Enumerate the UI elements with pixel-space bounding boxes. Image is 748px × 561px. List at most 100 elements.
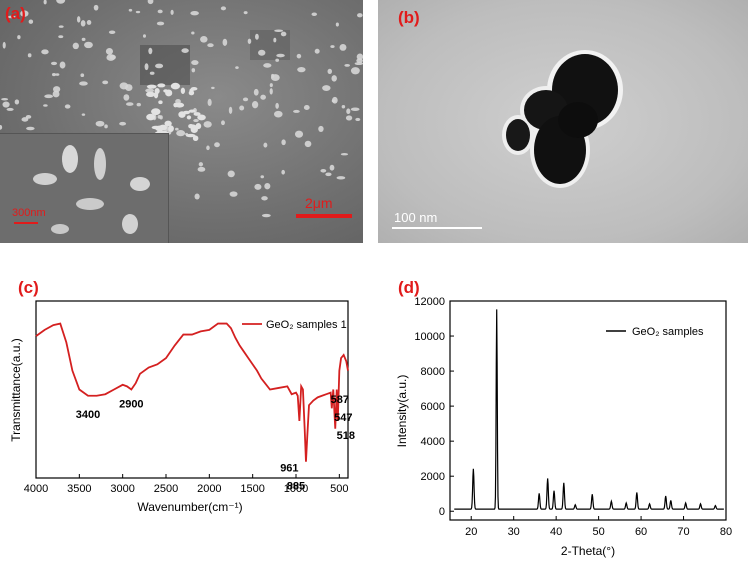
- sem-particle: [55, 73, 60, 76]
- sem-particle: [211, 86, 215, 90]
- sem-particle: [14, 99, 20, 105]
- sem-cluster-particle: [193, 112, 201, 116]
- sem-particle: [356, 53, 363, 61]
- sem-particle: [263, 63, 272, 68]
- xrd-x-tick-label: 80: [720, 526, 732, 538]
- sem-particle: [281, 169, 285, 175]
- sem-particle: [207, 98, 212, 107]
- sem-particle: [191, 68, 196, 73]
- sem-particle: [341, 105, 346, 109]
- sem-particle: [190, 10, 199, 16]
- sem-particle: [76, 16, 81, 23]
- ftir-peak-label: 587: [331, 394, 349, 406]
- sem-particle: [269, 83, 273, 88]
- sem-particle: [255, 33, 259, 40]
- xrd-y-tick-label: 2000: [421, 471, 445, 483]
- sem-particle: [144, 63, 149, 71]
- ftir-x-tick-label: 2000: [197, 483, 221, 495]
- sem-cluster-particle: [188, 90, 195, 96]
- sem-particle: [261, 196, 268, 201]
- sem-particle: [58, 35, 64, 39]
- xrd-y-tick-label: 4000: [421, 436, 445, 448]
- sem-particle: [335, 22, 339, 27]
- ftir-x-tick-label: 4000: [24, 483, 48, 495]
- sem-particle: [281, 139, 286, 146]
- sem-particle: [86, 20, 92, 25]
- sem-particle: [275, 58, 280, 62]
- sem-particle: [147, 0, 154, 5]
- sem-cluster-particle: [186, 115, 192, 120]
- sem-cluster-particle: [146, 113, 156, 121]
- sem-particle: [303, 104, 310, 111]
- sem-particle: [354, 62, 363, 66]
- sem-particle: [258, 49, 266, 56]
- sem-particle: [105, 48, 114, 55]
- sem-particle: [253, 88, 259, 96]
- tem-scale-label: 100 nm: [394, 210, 438, 225]
- sem-particle: [43, 0, 47, 5]
- sem-particle: [79, 81, 88, 86]
- sem-particle: [297, 66, 306, 73]
- sem-particle: [81, 113, 86, 116]
- ftir-series-line: [35, 322, 349, 462]
- sem-particle: [109, 54, 116, 60]
- sem-particle: [254, 183, 262, 190]
- sem-particle: [220, 6, 227, 11]
- sem-particle: [104, 124, 108, 129]
- xrd-x-label: 2-Theta(°): [561, 544, 615, 558]
- sem-particle: [59, 61, 66, 69]
- sem-cluster-particle: [157, 83, 166, 88]
- sem-particle: [155, 63, 164, 69]
- sem-particle: [200, 36, 208, 43]
- sem-particle: [84, 41, 93, 49]
- xrd-y-tick-label: 6000: [421, 401, 445, 413]
- sem-cluster-particle: [190, 126, 198, 133]
- sem-particle: [311, 12, 318, 17]
- inset-particle: [62, 145, 78, 173]
- sem-particle: [119, 121, 127, 126]
- sem-particle: [194, 193, 200, 200]
- tem-scale-bar: [392, 227, 482, 229]
- sem-particle: [197, 166, 206, 172]
- sem-cluster-particle: [146, 84, 157, 89]
- xrd-y-tick-label: 10000: [414, 331, 445, 343]
- sem-cluster-particle: [180, 87, 186, 94]
- sem-particle: [273, 37, 277, 43]
- sem-particle: [7, 15, 16, 19]
- sem-particle: [142, 34, 146, 38]
- sem-particle: [191, 60, 199, 66]
- sem-particle: [136, 102, 141, 107]
- sem-particle: [322, 85, 331, 91]
- tem-image: (b) 100 nm: [378, 0, 748, 243]
- xrd-x-tick-label: 60: [635, 526, 647, 538]
- ftir-peak-label: 3400: [76, 409, 100, 421]
- ftir-peak-label: 885: [287, 481, 305, 493]
- sem-particle: [261, 213, 271, 218]
- xrd-chart: 20 30 40 50 60 70 80 0 2000 4000 6000 8000 10000 1200…: [395, 296, 732, 558]
- sem-scale-bar: [296, 214, 352, 218]
- inset-particle: [94, 148, 106, 180]
- sem-particle: [239, 105, 245, 111]
- sem-cluster-particle: [188, 109, 196, 113]
- sem-cluster-particle: [146, 91, 155, 97]
- sem-particle: [125, 84, 133, 91]
- sem-particle: [53, 86, 61, 93]
- xrd-x-tick-label: 50: [592, 526, 604, 538]
- sem-particle: [274, 29, 284, 32]
- sem-particle: [247, 38, 252, 44]
- sem-particle: [198, 162, 204, 167]
- sem-particle: [26, 126, 35, 131]
- sem-particle: [1, 98, 9, 101]
- sem-particle: [318, 125, 324, 133]
- inset-scale-bar: [14, 222, 38, 224]
- ftir-chart: 4000 3500 3000 2500 2000 1500 1000 500 3400 2900…: [9, 300, 355, 514]
- sem-particle: [346, 108, 351, 115]
- sem-cluster-particle: [168, 125, 174, 132]
- inset-particle: [130, 177, 150, 191]
- ftir-x-tick-label: 1500: [240, 483, 264, 495]
- sem-particle: [51, 73, 56, 77]
- ftir-x-tick-label: 500: [330, 483, 348, 495]
- sem-image: 300nm (a) 2μm: [0, 0, 363, 243]
- sem-particle: [128, 8, 133, 12]
- sem-particle: [350, 107, 360, 112]
